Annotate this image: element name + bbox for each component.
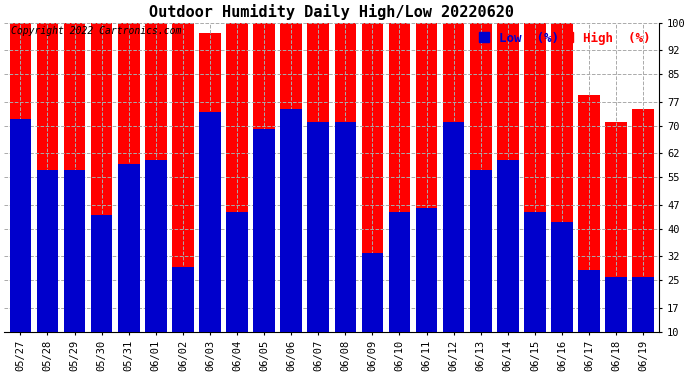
Bar [10,119,31,332]
Bar [172,23,194,332]
Bar [578,95,600,332]
Bar [470,171,491,332]
Bar [335,122,356,332]
Bar [63,171,86,332]
Bar [199,33,221,332]
Bar [362,23,383,332]
Bar [172,267,194,332]
Bar [308,23,329,332]
Title: Outdoor Humidity Daily High/Low 20220620: Outdoor Humidity Daily High/Low 20220620 [149,4,514,20]
Bar [551,222,573,332]
Bar [497,160,519,332]
Bar [145,160,166,332]
Bar [443,23,464,332]
Bar [226,23,248,332]
Bar [253,129,275,332]
Bar [605,277,627,332]
Bar [37,23,59,332]
Bar [199,112,221,332]
Bar [335,23,356,332]
Bar [578,270,600,332]
Bar [416,208,437,332]
Bar [118,164,139,332]
Bar [91,23,112,332]
Bar [37,171,59,332]
Bar [551,23,573,332]
Bar [280,109,302,332]
Bar [388,23,411,332]
Bar [308,122,329,332]
Bar [416,23,437,332]
Bar [524,212,546,332]
Bar [91,215,112,332]
Bar [280,23,302,332]
Bar [10,23,31,332]
Bar [63,23,86,332]
Text: Copyright 2022 Cartronics.com: Copyright 2022 Cartronics.com [11,26,181,36]
Bar [118,23,139,332]
Bar [497,23,519,332]
Legend: Low  (%), High  (%): Low (%), High (%) [477,29,653,47]
Bar [524,23,546,332]
Bar [632,277,654,332]
Bar [362,253,383,332]
Bar [470,23,491,332]
Bar [605,122,627,332]
Bar [443,122,464,332]
Bar [226,212,248,332]
Bar [253,23,275,332]
Bar [145,23,166,332]
Bar [632,109,654,332]
Bar [388,212,411,332]
